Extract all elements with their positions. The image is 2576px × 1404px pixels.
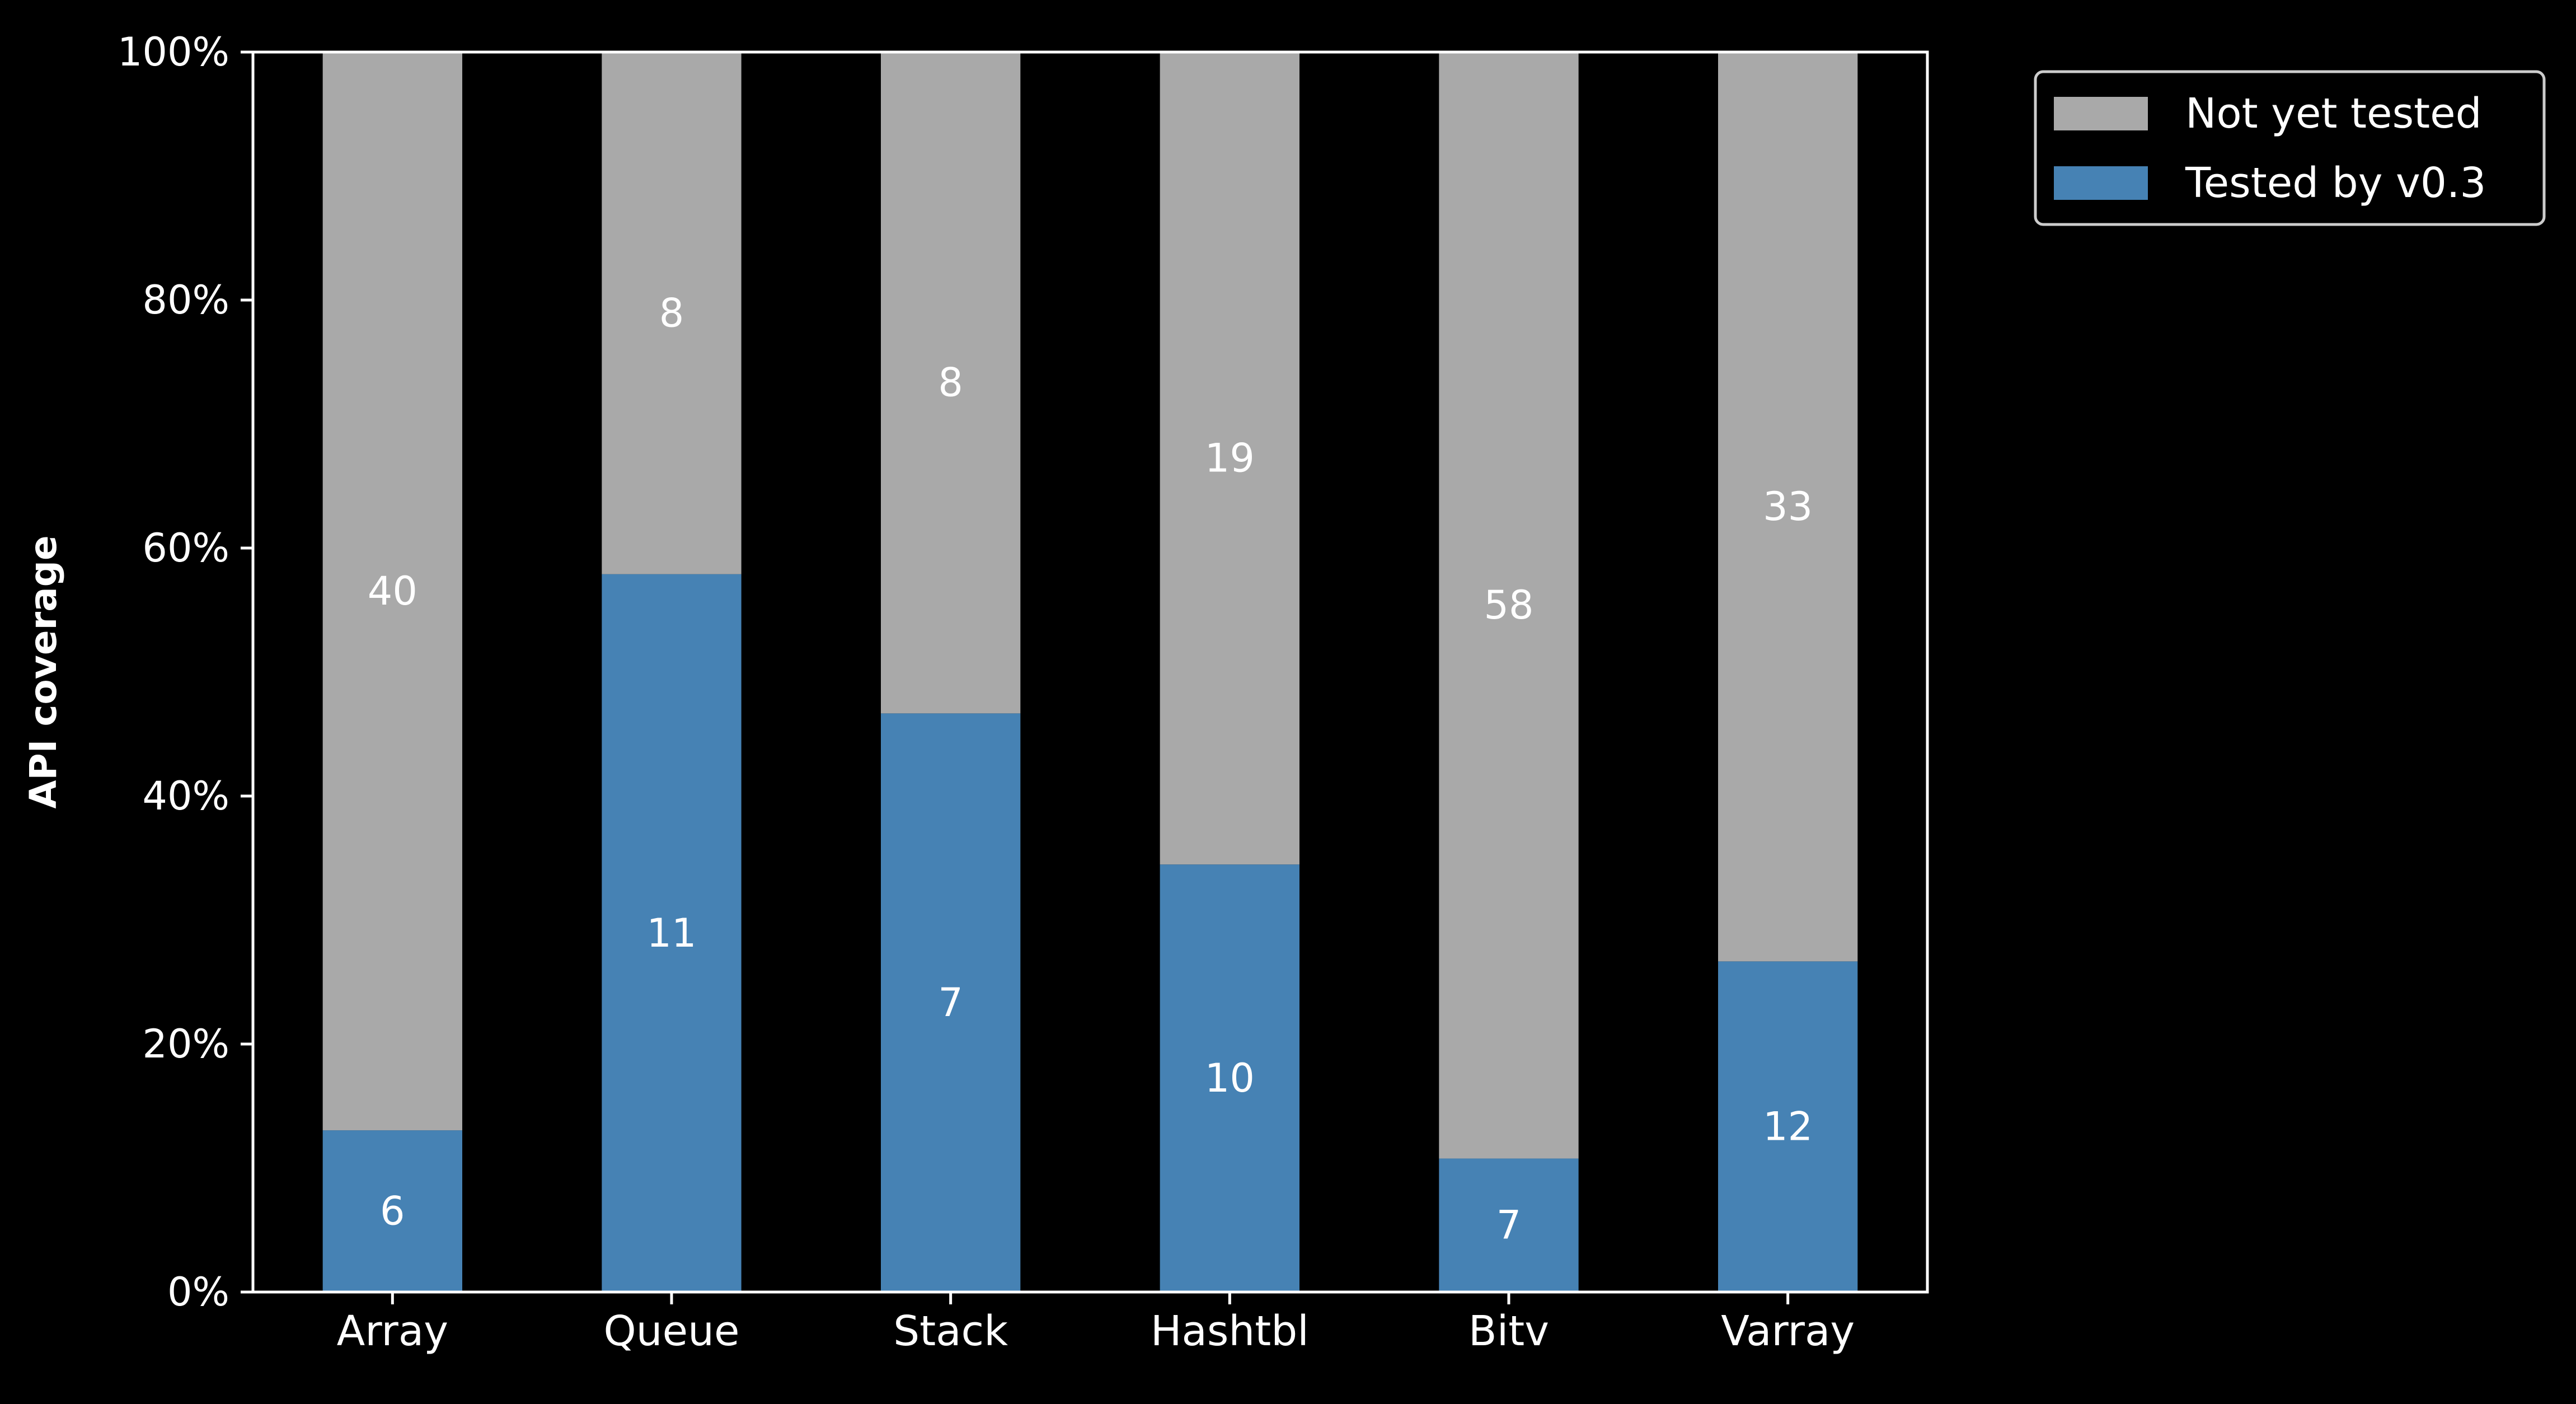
x-tick-label-array: Array bbox=[337, 1307, 448, 1355]
bar-untested-varray bbox=[1718, 52, 1858, 962]
bar-untested-array bbox=[322, 52, 462, 1131]
bar-tested-stack bbox=[881, 713, 1021, 1292]
value-label-tested-stack: 7 bbox=[938, 980, 963, 1026]
y-axis-label: API coverage bbox=[22, 535, 65, 808]
legend-swatch-not-yet-tested bbox=[2054, 97, 2148, 130]
bar-untested-hashtbl bbox=[1160, 52, 1299, 865]
legend: Not yet tested Tested by v0.3 bbox=[2034, 70, 2546, 226]
value-label-untested-bitv: 58 bbox=[1484, 582, 1533, 628]
bar-tested-hashtbl bbox=[1160, 864, 1299, 1292]
y-tick-label-60: 60% bbox=[142, 525, 229, 571]
y-tick-label-100: 100% bbox=[118, 29, 229, 75]
x-tick-label-bitv: Bitv bbox=[1468, 1307, 1549, 1355]
legend-label-tested-by-v0-3: Tested by v0.3 bbox=[2185, 159, 2486, 207]
x-axis: Array Queue Stack Hashtbl Bitv Varray bbox=[337, 1292, 1855, 1355]
y-axis: 0% 20% 40% 60% 80% 100% bbox=[118, 29, 253, 1315]
y-tick-label-80: 80% bbox=[142, 277, 229, 323]
bar-untested-queue bbox=[602, 52, 742, 574]
x-tick-label-varray: Varray bbox=[1721, 1307, 1855, 1355]
x-tick-label-stack: Stack bbox=[893, 1307, 1008, 1355]
legend-swatch-tested-by-v0-3 bbox=[2054, 166, 2148, 200]
axes-frame bbox=[251, 50, 1929, 1294]
plot-area bbox=[253, 52, 1927, 1292]
value-label-tested-bitv: 7 bbox=[1496, 1202, 1522, 1248]
bar-tested-queue bbox=[602, 574, 742, 1292]
y-tick-label-0: 0% bbox=[167, 1269, 229, 1315]
y-tick-label-20: 20% bbox=[142, 1021, 229, 1067]
value-label-untested-hashtbl: 19 bbox=[1205, 436, 1255, 481]
value-label-tested-hashtbl: 10 bbox=[1205, 1055, 1255, 1101]
bar-tested-array bbox=[322, 1130, 462, 1292]
bar-tested-varray bbox=[1718, 961, 1858, 1292]
value-label-untested-array: 40 bbox=[368, 568, 417, 614]
bars bbox=[322, 52, 1858, 1292]
x-tick-label-queue: Queue bbox=[603, 1307, 739, 1355]
bar-value-labels: 6 40 11 8 7 8 10 19 7 58 12 33 bbox=[368, 290, 1813, 1248]
plot-background bbox=[253, 52, 1927, 1292]
value-label-tested-varray: 12 bbox=[1763, 1104, 1813, 1150]
value-label-tested-queue: 11 bbox=[646, 910, 696, 956]
bar-tested-bitv bbox=[1439, 1158, 1579, 1292]
legend-box bbox=[2034, 70, 2546, 226]
bar-untested-stack bbox=[881, 52, 1021, 714]
value-label-untested-stack: 8 bbox=[938, 360, 963, 406]
legend-label-not-yet-tested: Not yet tested bbox=[2185, 90, 2482, 138]
bar-untested-bitv bbox=[1439, 52, 1579, 1159]
y-tick-label-40: 40% bbox=[142, 773, 229, 819]
value-label-tested-array: 6 bbox=[380, 1188, 405, 1234]
value-label-untested-varray: 33 bbox=[1763, 484, 1813, 530]
x-tick-label-hashtbl: Hashtbl bbox=[1151, 1307, 1309, 1355]
value-label-untested-queue: 8 bbox=[659, 290, 684, 336]
